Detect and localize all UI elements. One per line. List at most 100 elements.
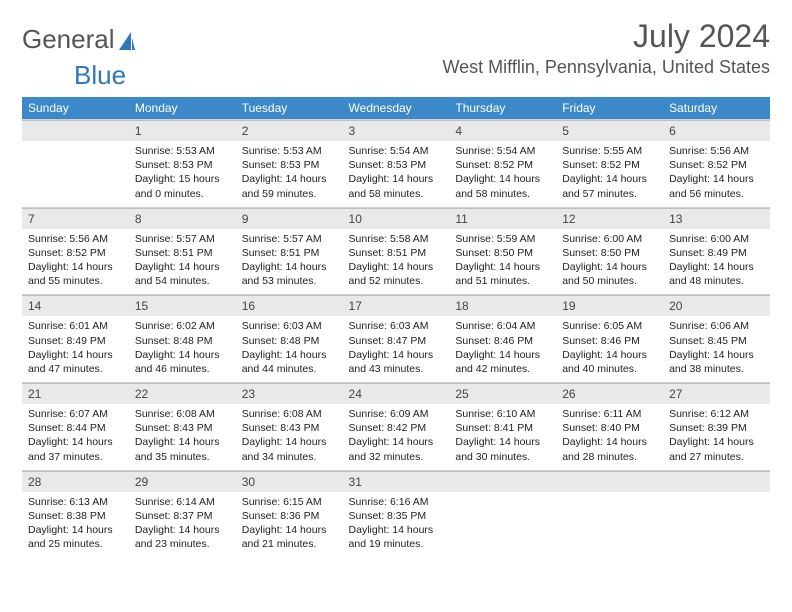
- calendar-day-cell: 11Sunrise: 5:59 AMSunset: 8:50 PMDayligh…: [449, 207, 556, 295]
- logo-text-general: General: [22, 24, 115, 55]
- day-details: Sunrise: 5:59 AMSunset: 8:50 PMDaylight:…: [449, 229, 556, 295]
- day-details: Sunrise: 5:53 AMSunset: 8:53 PMDaylight:…: [129, 141, 236, 207]
- day-details: Sunrise: 6:11 AMSunset: 8:40 PMDaylight:…: [556, 404, 663, 470]
- day-number: 4: [449, 120, 556, 141]
- calendar-day-cell: 8Sunrise: 5:57 AMSunset: 8:51 PMDaylight…: [129, 207, 236, 295]
- day-details: Sunrise: 5:57 AMSunset: 8:51 PMDaylight:…: [129, 229, 236, 295]
- day-number: 9: [236, 208, 343, 229]
- day-number: 13: [663, 208, 770, 229]
- weekday-header: Wednesday: [343, 97, 450, 120]
- day-number: 23: [236, 383, 343, 404]
- calendar-day-cell: 18Sunrise: 6:04 AMSunset: 8:46 PMDayligh…: [449, 295, 556, 383]
- logo-text-blue: Blue: [74, 60, 126, 91]
- day-number: 8: [129, 208, 236, 229]
- calendar-day-cell: 21Sunrise: 6:07 AMSunset: 8:44 PMDayligh…: [22, 383, 129, 471]
- day-number: 30: [236, 471, 343, 492]
- calendar-header-row: SundayMondayTuesdayWednesdayThursdayFrid…: [22, 97, 770, 120]
- calendar-day-cell: 10Sunrise: 5:58 AMSunset: 8:51 PMDayligh…: [343, 207, 450, 295]
- calendar-day-cell: 24Sunrise: 6:09 AMSunset: 8:42 PMDayligh…: [343, 383, 450, 471]
- day-details: Sunrise: 5:54 AMSunset: 8:53 PMDaylight:…: [343, 141, 450, 207]
- day-number: 12: [556, 208, 663, 229]
- day-details: Sunrise: 6:15 AMSunset: 8:36 PMDaylight:…: [236, 492, 343, 558]
- day-number: 2: [236, 120, 343, 141]
- day-number: 17: [343, 295, 450, 316]
- day-details: Sunrise: 6:06 AMSunset: 8:45 PMDaylight:…: [663, 316, 770, 382]
- calendar-day-cell: 19Sunrise: 6:05 AMSunset: 8:46 PMDayligh…: [556, 295, 663, 383]
- day-number-empty: [663, 471, 770, 492]
- title-block: July 2024 West Mifflin, Pennsylvania, Un…: [443, 18, 771, 78]
- calendar-day-cell: 1Sunrise: 5:53 AMSunset: 8:53 PMDaylight…: [129, 120, 236, 208]
- day-number: 26: [556, 383, 663, 404]
- day-number: 15: [129, 295, 236, 316]
- calendar-week-row: 28Sunrise: 6:13 AMSunset: 8:38 PMDayligh…: [22, 470, 770, 557]
- month-title: July 2024: [443, 18, 771, 55]
- calendar-day-cell: [556, 470, 663, 557]
- calendar-day-cell: 13Sunrise: 6:00 AMSunset: 8:49 PMDayligh…: [663, 207, 770, 295]
- day-number: 24: [343, 383, 450, 404]
- day-details: Sunrise: 5:56 AMSunset: 8:52 PMDaylight:…: [22, 229, 129, 295]
- calendar-body: 1Sunrise: 5:53 AMSunset: 8:53 PMDaylight…: [22, 120, 770, 558]
- calendar-day-cell: 30Sunrise: 6:15 AMSunset: 8:36 PMDayligh…: [236, 470, 343, 557]
- day-number: 29: [129, 471, 236, 492]
- day-details: Sunrise: 5:56 AMSunset: 8:52 PMDaylight:…: [663, 141, 770, 207]
- day-number: 18: [449, 295, 556, 316]
- weekday-header: Sunday: [22, 97, 129, 120]
- calendar-day-cell: 27Sunrise: 6:12 AMSunset: 8:39 PMDayligh…: [663, 383, 770, 471]
- day-details: Sunrise: 5:54 AMSunset: 8:52 PMDaylight:…: [449, 141, 556, 207]
- day-number: 14: [22, 295, 129, 316]
- day-details: Sunrise: 6:13 AMSunset: 8:38 PMDaylight:…: [22, 492, 129, 558]
- day-details: Sunrise: 6:09 AMSunset: 8:42 PMDaylight:…: [343, 404, 450, 470]
- calendar-day-cell: 12Sunrise: 6:00 AMSunset: 8:50 PMDayligh…: [556, 207, 663, 295]
- day-details: Sunrise: 5:55 AMSunset: 8:52 PMDaylight:…: [556, 141, 663, 207]
- calendar-day-cell: 29Sunrise: 6:14 AMSunset: 8:37 PMDayligh…: [129, 470, 236, 557]
- day-details: Sunrise: 6:03 AMSunset: 8:47 PMDaylight:…: [343, 316, 450, 382]
- weekday-header: Monday: [129, 97, 236, 120]
- day-number: 31: [343, 471, 450, 492]
- calendar-day-cell: 23Sunrise: 6:08 AMSunset: 8:43 PMDayligh…: [236, 383, 343, 471]
- day-number-empty: [22, 120, 129, 141]
- calendar-day-cell: 6Sunrise: 5:56 AMSunset: 8:52 PMDaylight…: [663, 120, 770, 208]
- day-number: 16: [236, 295, 343, 316]
- day-details: Sunrise: 5:53 AMSunset: 8:53 PMDaylight:…: [236, 141, 343, 207]
- day-number: 21: [22, 383, 129, 404]
- logo-sail-icon: [117, 30, 137, 52]
- day-number: 11: [449, 208, 556, 229]
- day-number: 28: [22, 471, 129, 492]
- calendar-day-cell: 17Sunrise: 6:03 AMSunset: 8:47 PMDayligh…: [343, 295, 450, 383]
- day-details: Sunrise: 6:00 AMSunset: 8:50 PMDaylight:…: [556, 229, 663, 295]
- day-number: 22: [129, 383, 236, 404]
- day-details: Sunrise: 6:12 AMSunset: 8:39 PMDaylight:…: [663, 404, 770, 470]
- logo: General: [22, 24, 137, 55]
- calendar-day-cell: 20Sunrise: 6:06 AMSunset: 8:45 PMDayligh…: [663, 295, 770, 383]
- day-details: Sunrise: 6:04 AMSunset: 8:46 PMDaylight:…: [449, 316, 556, 382]
- day-details: Sunrise: 6:05 AMSunset: 8:46 PMDaylight:…: [556, 316, 663, 382]
- weekday-header: Saturday: [663, 97, 770, 120]
- day-details: Sunrise: 6:07 AMSunset: 8:44 PMDaylight:…: [22, 404, 129, 470]
- calendar-day-cell: 28Sunrise: 6:13 AMSunset: 8:38 PMDayligh…: [22, 470, 129, 557]
- day-details: Sunrise: 5:57 AMSunset: 8:51 PMDaylight:…: [236, 229, 343, 295]
- day-details: Sunrise: 6:01 AMSunset: 8:49 PMDaylight:…: [22, 316, 129, 382]
- calendar-day-cell: 14Sunrise: 6:01 AMSunset: 8:49 PMDayligh…: [22, 295, 129, 383]
- day-number-empty: [449, 471, 556, 492]
- calendar-week-row: 7Sunrise: 5:56 AMSunset: 8:52 PMDaylight…: [22, 207, 770, 295]
- day-details: Sunrise: 6:02 AMSunset: 8:48 PMDaylight:…: [129, 316, 236, 382]
- day-number: 27: [663, 383, 770, 404]
- day-details: Sunrise: 6:14 AMSunset: 8:37 PMDaylight:…: [129, 492, 236, 558]
- calendar-day-cell: 16Sunrise: 6:03 AMSunset: 8:48 PMDayligh…: [236, 295, 343, 383]
- day-number: 25: [449, 383, 556, 404]
- weekday-header: Tuesday: [236, 97, 343, 120]
- calendar-week-row: 21Sunrise: 6:07 AMSunset: 8:44 PMDayligh…: [22, 383, 770, 471]
- calendar-day-cell: [663, 470, 770, 557]
- calendar-day-cell: 15Sunrise: 6:02 AMSunset: 8:48 PMDayligh…: [129, 295, 236, 383]
- calendar-day-cell: 2Sunrise: 5:53 AMSunset: 8:53 PMDaylight…: [236, 120, 343, 208]
- weekday-header: Friday: [556, 97, 663, 120]
- day-details: Sunrise: 6:03 AMSunset: 8:48 PMDaylight:…: [236, 316, 343, 382]
- day-number: 6: [663, 120, 770, 141]
- day-number: 7: [22, 208, 129, 229]
- calendar-day-cell: 9Sunrise: 5:57 AMSunset: 8:51 PMDaylight…: [236, 207, 343, 295]
- calendar-day-cell: [449, 470, 556, 557]
- calendar-day-cell: 25Sunrise: 6:10 AMSunset: 8:41 PMDayligh…: [449, 383, 556, 471]
- calendar-week-row: 1Sunrise: 5:53 AMSunset: 8:53 PMDaylight…: [22, 120, 770, 208]
- calendar-week-row: 14Sunrise: 6:01 AMSunset: 8:49 PMDayligh…: [22, 295, 770, 383]
- day-details: Sunrise: 6:08 AMSunset: 8:43 PMDaylight:…: [236, 404, 343, 470]
